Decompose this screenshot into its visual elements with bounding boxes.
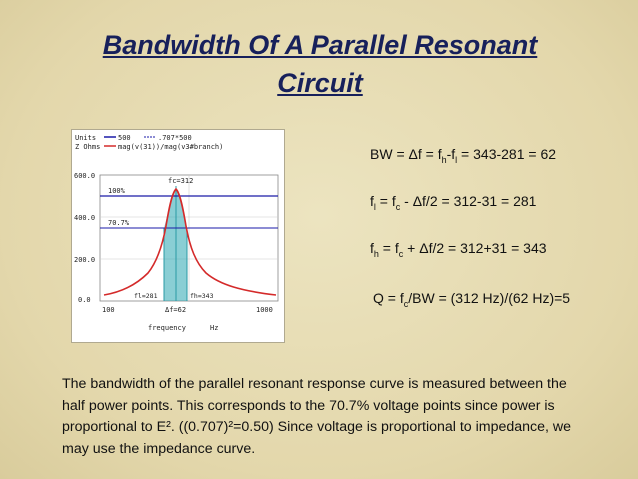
ytick-0: 0.0 [78, 296, 91, 304]
legend-500-label: 500 [118, 134, 131, 142]
impedance-curve [103, 187, 277, 296]
title-line-1: Bandwidth Of A Parallel Resonant [102, 30, 538, 60]
legend-mag-label: mag(v(31))/mag(v3#branch) [118, 143, 223, 151]
x-axis-label: frequency [148, 324, 186, 332]
explanation-paragraph: The bandwidth of the parallel resonant r… [62, 376, 572, 457]
xtick-100: 100 [102, 306, 115, 314]
ytick-200: 200.0 [74, 256, 95, 264]
label-df: Δf=62 [165, 306, 186, 314]
units-label: Units [75, 134, 96, 142]
label-fl: fl=281 [134, 292, 158, 300]
impedance-plot: Units 500 .707*500 Z Ohms mag(v(31))/mag… [71, 129, 285, 343]
ytick-400: 400.0 [74, 214, 95, 222]
slide-title: Bandwidth Of A Parallel Resonant Circuit [40, 26, 600, 102]
x-axis-unit: Hz [210, 324, 218, 332]
legend-707-label: .707*500 [158, 134, 192, 142]
label-100pct: 100% [108, 187, 126, 195]
label-fh: fh=343 [190, 292, 214, 300]
label-707pct: 70.7% [108, 219, 130, 227]
ytick-600: 600.0 [74, 172, 95, 180]
equation-bw: BW = Δf = fh-fl = 343-281 = 62 [370, 146, 557, 165]
title-line-2: Circuit [277, 68, 363, 98]
label-fc: fc=312 [168, 177, 193, 185]
equation-q: Q = fc/BW = (312 Hz)/(62 Hz)=5 [373, 290, 571, 309]
equation-fl: fl = fc - Δf/2 = 312-31 = 281 [370, 193, 537, 212]
z-ohms-label: Z Ohms [75, 143, 100, 151]
equation-fh: fh = fc + Δf/2 = 312+31 = 343 [370, 240, 547, 259]
xtick-1000: 1000 [256, 306, 273, 314]
